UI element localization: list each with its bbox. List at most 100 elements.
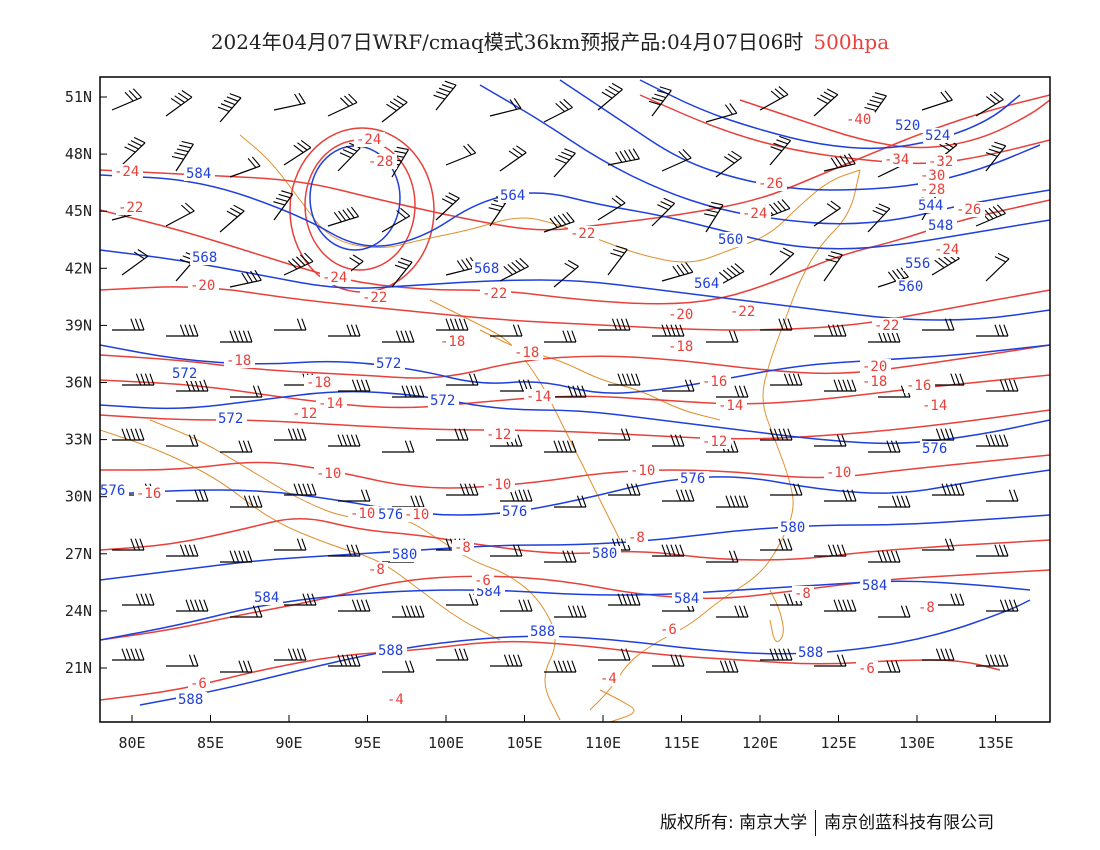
temperature-contour-label: -10 <box>486 477 511 493</box>
temperature-label-bg <box>568 226 599 241</box>
wind-barb <box>328 324 361 337</box>
wind-barb <box>274 428 307 441</box>
height-contour-label: 544 <box>918 198 943 214</box>
temperature-label-bg <box>920 398 951 413</box>
wind-barb <box>867 203 891 233</box>
height-contour <box>639 79 1021 150</box>
wind-barb <box>706 660 739 673</box>
wind-barb <box>770 373 803 386</box>
height-contour-label: 576 <box>502 504 527 520</box>
temperature-contour-label: -10 <box>350 506 375 522</box>
wind-barb <box>760 428 793 441</box>
temperature-contour-label: -18 <box>514 345 539 361</box>
temperature-label-bg <box>756 176 787 191</box>
wind-barb <box>598 648 631 661</box>
height-contour <box>100 469 1050 516</box>
height-label-bg <box>500 504 531 519</box>
wind-barb <box>338 599 371 612</box>
height-label-bg <box>916 198 947 213</box>
temperature-contour-label: -12 <box>292 406 317 422</box>
border-line <box>599 689 635 722</box>
height-contour-label: 580 <box>392 547 417 563</box>
temperature-contour <box>739 99 1050 149</box>
temperature-label-bg <box>290 406 321 421</box>
height-label-bg <box>100 483 129 498</box>
wind-barb <box>932 483 965 496</box>
temperature-label-bg <box>626 530 648 545</box>
wind-barb <box>121 137 146 166</box>
wind-barb <box>176 599 209 612</box>
wind-barb <box>392 605 425 618</box>
wind-barb <box>274 318 307 331</box>
height-contour-label: 588 <box>178 692 203 708</box>
wind-barb <box>273 190 294 221</box>
height-contour-label: 580 <box>592 546 617 562</box>
longitude-axis: 80E 85E 90E 95E 100E 105E 110E 115E 120E 125E 130E… <box>118 715 1014 752</box>
wind-barb <box>220 550 253 563</box>
temperature-label-bg <box>134 486 165 501</box>
temperature-contour-label: -8 <box>918 600 935 616</box>
wind-barb <box>229 269 262 288</box>
temperature-label-bg <box>188 676 210 691</box>
wind-barb <box>445 143 477 166</box>
wind-barb <box>976 544 1009 557</box>
temperature-contour-label: -10 <box>316 466 341 482</box>
temperature-contour-label: -28 <box>920 182 945 198</box>
height-contour-label: 556 <box>905 256 930 272</box>
lon-tick-label: 80E <box>118 734 145 752</box>
wind-barb <box>392 495 425 508</box>
height-label-bg <box>692 276 723 291</box>
temperature-contour-label: -8 <box>628 530 645 546</box>
height-contour-label: 576 <box>680 471 705 487</box>
temperature-label-bg <box>792 586 814 601</box>
height-label-bg <box>778 520 809 535</box>
wind-barb <box>922 428 955 441</box>
wind-barb <box>652 324 685 337</box>
wind-barb <box>112 318 145 331</box>
temperature-contour-label: -22 <box>362 290 387 306</box>
temperature-label-bg <box>872 318 903 333</box>
temperature-label-bg <box>224 353 255 368</box>
wind-barb <box>597 82 623 111</box>
temperature-label-bg <box>366 562 388 577</box>
temperature-contour-label: -34 <box>884 152 909 168</box>
temperature-contour-label: -22 <box>730 304 755 320</box>
temperature-label-bg <box>860 374 891 389</box>
height-label-bg <box>176 692 207 707</box>
height-contour-labels: 520 524 544 548 556 560 560 564 564 568 568 572 572 5… <box>100 118 957 708</box>
wind-barb <box>499 257 529 282</box>
wind-barb <box>824 379 857 392</box>
wind-barb <box>111 88 142 111</box>
temperature-label-bg <box>824 465 855 480</box>
height-contour-label: 560 <box>898 279 923 295</box>
wind-barb <box>760 538 793 551</box>
temperature-contour-label: -8 <box>794 586 811 602</box>
wind-barb <box>608 593 641 606</box>
height-contour-label: 564 <box>500 188 525 204</box>
temperature-label-bg <box>452 540 474 555</box>
temperature-contour-label: -6 <box>660 622 677 638</box>
wind-barb <box>382 440 415 453</box>
height-contour-label: 576 <box>922 441 947 457</box>
temperature-contour-label: -26 <box>758 176 783 192</box>
height-contour <box>100 514 1050 581</box>
temperature-contour <box>100 518 1050 561</box>
temperature-contour-label: -20 <box>190 278 215 294</box>
wind-barb <box>435 192 460 221</box>
wind-barb <box>823 153 856 172</box>
temperature-contour <box>100 286 1050 331</box>
temperature-contour-label: -14 <box>318 396 343 412</box>
height-contour-label: 560 <box>718 232 743 248</box>
wind-barb <box>328 434 361 447</box>
border-line <box>100 429 501 641</box>
temperature-label-bg <box>480 286 511 301</box>
temperature-contour-label: -24 <box>742 206 767 222</box>
temperature-label-bg <box>320 270 351 285</box>
wind-barb <box>661 149 692 172</box>
temperature-label-bg <box>882 152 913 167</box>
lon-tick-label: 95E <box>354 734 381 752</box>
height-label-bg <box>252 590 283 605</box>
wind-barb <box>976 654 1009 667</box>
wind-barb <box>338 489 371 502</box>
wind-barb <box>122 593 155 606</box>
